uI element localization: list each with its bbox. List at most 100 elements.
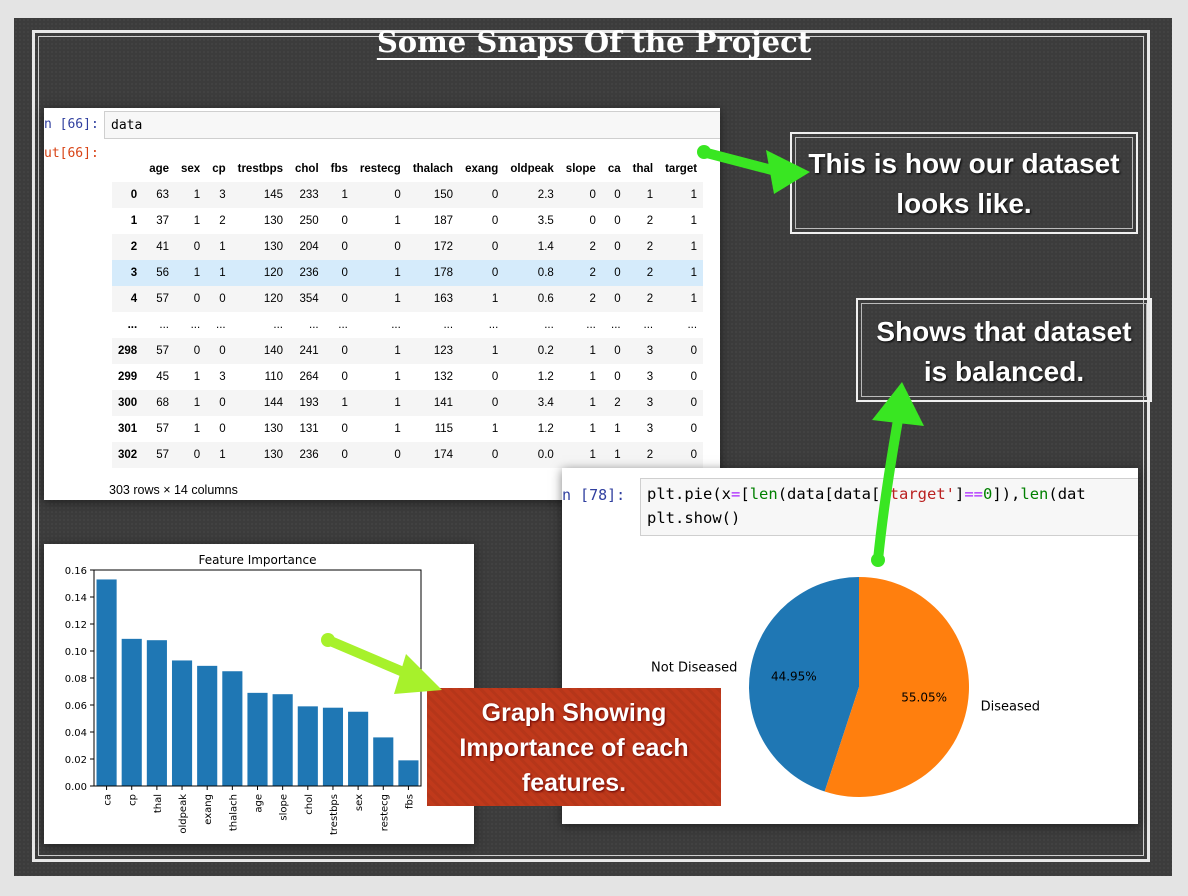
table-row: 0 63 1 3 145 233 1 0 150 0 2.3 0 0 1 1 — [112, 182, 704, 208]
table-cell: 0 — [690, 449, 698, 461]
column-header: restecg — [359, 163, 401, 175]
table-row: 3 56 1 1 120 236 0 1 178 0 0.8 2 0 2 1 — [112, 260, 704, 286]
y-tick-label: 0.16 — [65, 566, 87, 577]
rows-columns-summary: 303 rows × 14 columns — [109, 483, 238, 497]
table-cell: 1 — [193, 423, 201, 435]
table-cell: 241 — [299, 345, 319, 357]
table-cell: 130 — [263, 423, 283, 435]
pie-label: Diseased — [981, 699, 1040, 714]
row-index: 299 — [118, 371, 138, 383]
table-cell: 250 — [299, 215, 319, 227]
table-cell: 0 — [341, 449, 348, 461]
table-cell: 150 — [433, 189, 454, 201]
table-cell: 1 — [394, 397, 401, 409]
balanced-annotation: Shows that dataset is balanced. — [856, 298, 1152, 402]
table-cell: 3 — [219, 189, 226, 201]
pie-label: Not Diseased — [651, 661, 737, 676]
dataset-annotation-line1: This is how our dataset — [808, 148, 1120, 179]
dataset-annotation-line2: looks like. — [896, 188, 1032, 219]
table-cell: ... — [309, 319, 319, 331]
table-cell: 120 — [263, 293, 283, 305]
table-cell: 1 — [193, 189, 201, 201]
table-row: 298 57 0 0 140 241 0 1 123 1 0.2 1 0 3 0 — [112, 338, 704, 364]
table-cell: 172 — [433, 241, 454, 253]
table-cell: 1 — [193, 267, 201, 279]
x-tick-label: thalach — [228, 794, 239, 831]
bar — [297, 706, 318, 786]
bar — [322, 707, 344, 786]
pie-pct-label: 44.95% — [771, 670, 817, 684]
table-cell: 187 — [433, 215, 454, 227]
table-cell: 0.6 — [537, 293, 554, 305]
bar — [146, 640, 167, 786]
table-cell: 1 — [394, 423, 401, 435]
table-cell: 2 — [614, 397, 621, 409]
row-index: 301 — [118, 423, 138, 435]
table-cell: ... — [488, 319, 499, 331]
table-cell: 1.2 — [537, 371, 554, 383]
dataframe-table: age sex cp trestbps chol fbs restecg thalach exa… — [112, 156, 704, 468]
column-header: sex — [181, 163, 201, 175]
row-index: 300 — [118, 397, 138, 409]
table-cell: 193 — [299, 397, 319, 409]
table-cell: 3 — [646, 371, 654, 383]
table-cell: 120 — [263, 267, 283, 279]
table-cell: 110 — [264, 371, 283, 383]
table-cell: ... — [586, 319, 596, 331]
table-cell: 130 — [263, 241, 283, 253]
code-cell[interactable]: data — [104, 111, 720, 139]
table-cell: 1 — [193, 371, 201, 383]
graph-annotation: Graph Showing Importance of each feature… — [427, 688, 721, 806]
column-header: age — [149, 163, 170, 175]
table-cell: 145 — [263, 189, 283, 201]
column-header: trestbps — [237, 163, 283, 175]
table-cell: 140 — [263, 345, 283, 357]
table-cell: 1 — [614, 423, 621, 435]
y-tick-label: 0.12 — [65, 620, 87, 631]
row-index: 4 — [130, 293, 138, 305]
x-tick-label: exang — [203, 794, 214, 825]
table-cell: 41 — [156, 241, 170, 253]
table-cell: 0 — [219, 397, 226, 409]
y-tick-label: 0.08 — [65, 674, 87, 685]
table-cell: 0 — [614, 371, 621, 383]
input-prompt: n [66]: — [44, 117, 99, 132]
table-cell: ... — [544, 319, 554, 331]
table-row: 1 37 1 2 130 250 0 1 187 0 3.5 0 0 2 1 — [112, 208, 703, 234]
bar — [121, 638, 142, 786]
dataset-annotation: This is how our dataset looks like. — [790, 132, 1138, 234]
table-cell: 0 — [614, 189, 621, 201]
table-cell: 56 — [156, 267, 170, 279]
output-prompt: ut[66]: — [44, 146, 99, 161]
table-cell: 2 — [646, 293, 654, 305]
y-tick-label: 0.14 — [65, 593, 87, 604]
table-cell: 1 — [219, 241, 226, 253]
y-tick-label: 0.00 — [65, 782, 87, 793]
table-cell: 0 — [491, 215, 499, 227]
table-cell: 0.0 — [537, 449, 554, 461]
table-cell: 130 — [263, 449, 283, 461]
bar — [272, 694, 293, 786]
column-header: cp — [212, 163, 226, 175]
table-cell: 2 — [646, 215, 654, 227]
board-frame — [32, 30, 1150, 862]
row-index: 302 — [118, 449, 138, 461]
table-cell: 115 — [434, 423, 454, 435]
table-cell: 1 — [394, 371, 401, 383]
table-cell: 1 — [394, 267, 401, 279]
column-header: fbs — [330, 163, 348, 175]
column-header: thalach — [412, 163, 454, 175]
table-cell: 0 — [491, 449, 499, 461]
table-cell: 123 — [433, 345, 454, 357]
row-index: ... — [127, 319, 138, 331]
row-index: 0 — [130, 189, 138, 201]
table-cell: 2 — [589, 267, 596, 279]
table-cell: 178 — [433, 267, 454, 279]
table-cell: 1 — [589, 449, 596, 461]
table-cell: 57 — [156, 345, 170, 357]
table-cell: ... — [159, 319, 170, 331]
table-cell: 1 — [646, 189, 654, 201]
x-tick-label: cp — [128, 794, 139, 806]
feature-importance-card: Feature Importance 0.00 0.02 0.04 0.06 0.08 0.… — [44, 544, 474, 844]
table-cell: 2.3 — [537, 189, 554, 201]
